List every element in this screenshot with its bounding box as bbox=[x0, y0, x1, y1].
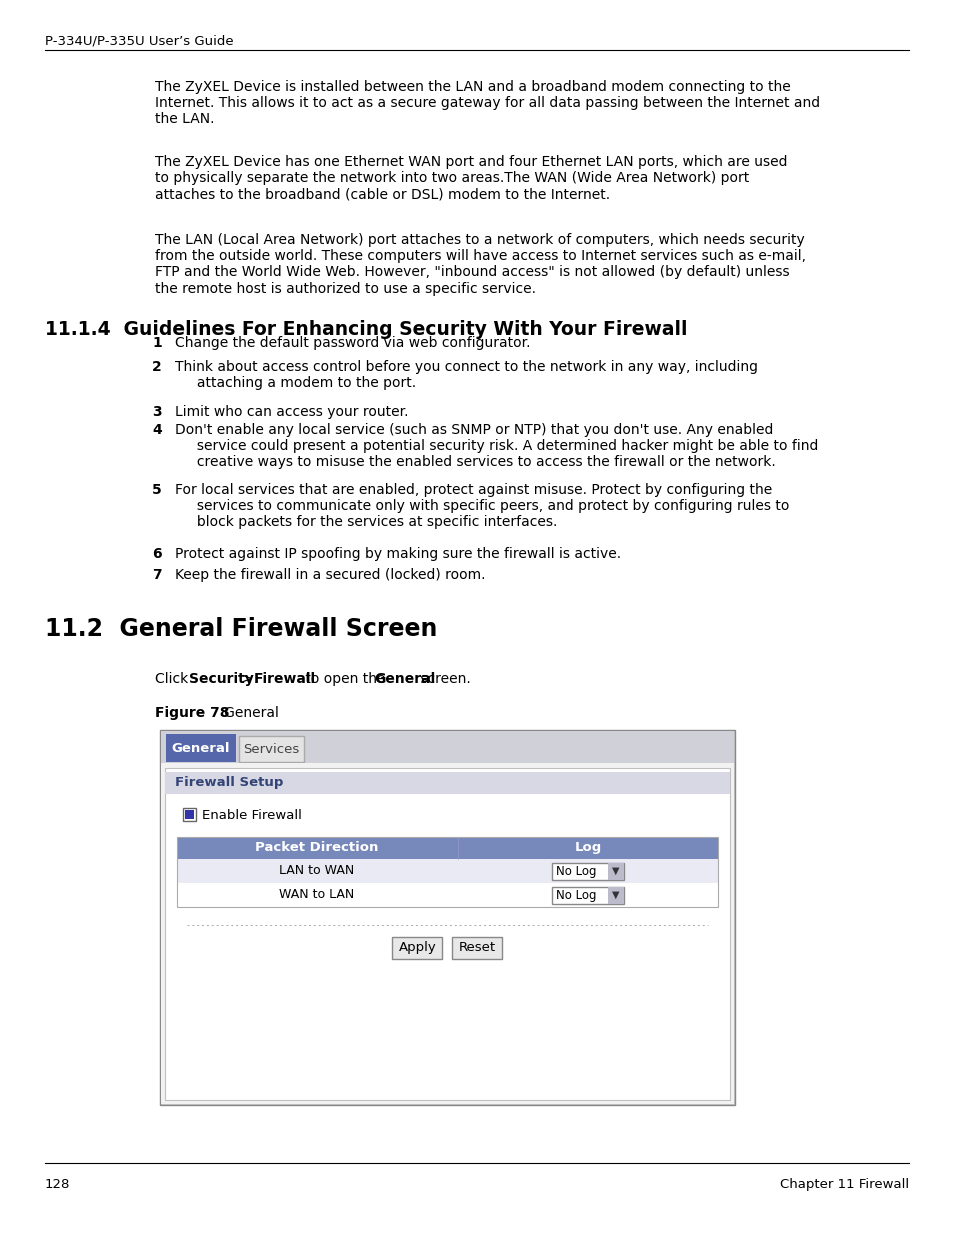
Bar bbox=[607, 863, 623, 881]
Text: LAN to WAN: LAN to WAN bbox=[279, 864, 355, 877]
Text: General: General bbox=[211, 706, 278, 720]
Text: Protect against IP spoofing by making sure the firewall is active.: Protect against IP spoofing by making su… bbox=[174, 547, 620, 561]
Text: No Log: No Log bbox=[556, 864, 596, 878]
Bar bbox=[161, 763, 733, 1104]
Bar bbox=[177, 860, 718, 883]
Bar bbox=[185, 810, 193, 819]
Text: Chapter 11 Firewall: Chapter 11 Firewall bbox=[779, 1178, 908, 1191]
Bar bbox=[161, 731, 733, 763]
Text: Reset: Reset bbox=[458, 941, 496, 953]
Bar bbox=[177, 883, 718, 906]
Text: The ZyXEL Device has one Ethernet WAN port and four Ethernet LAN ports, which ar: The ZyXEL Device has one Ethernet WAN po… bbox=[154, 156, 786, 201]
Text: For local services that are enabled, protect against misuse. Protect by configur: For local services that are enabled, pro… bbox=[174, 483, 788, 530]
Text: Enable Firewall: Enable Firewall bbox=[202, 809, 301, 823]
Bar bbox=[166, 734, 235, 762]
Text: screen.: screen. bbox=[416, 672, 471, 685]
Text: 6: 6 bbox=[152, 547, 161, 561]
Text: Keep the firewall in a secured (locked) room.: Keep the firewall in a secured (locked) … bbox=[174, 568, 485, 582]
Text: Packet Direction: Packet Direction bbox=[255, 841, 378, 853]
Text: Change the default password via web configurator.: Change the default password via web conf… bbox=[174, 336, 530, 350]
Bar bbox=[183, 808, 195, 821]
Text: WAN to LAN: WAN to LAN bbox=[279, 888, 355, 902]
Text: Services: Services bbox=[243, 743, 299, 756]
Text: Think about access control before you connect to the network in any way, includi: Think about access control before you co… bbox=[174, 359, 758, 390]
Text: General: General bbox=[374, 672, 435, 685]
Text: 2: 2 bbox=[152, 359, 162, 374]
Bar bbox=[552, 887, 623, 904]
Text: 11.1.4  Guidelines For Enhancing Security With Your Firewall: 11.1.4 Guidelines For Enhancing Security… bbox=[45, 320, 687, 338]
Bar bbox=[165, 772, 729, 794]
Bar bbox=[607, 887, 623, 904]
Text: 1: 1 bbox=[152, 336, 162, 350]
Text: Click: Click bbox=[154, 672, 193, 685]
Bar bbox=[177, 837, 718, 906]
Bar bbox=[160, 730, 734, 1105]
Text: The ZyXEL Device is installed between the LAN and a broadband modem connecting t: The ZyXEL Device is installed between th… bbox=[154, 80, 820, 126]
Bar bbox=[165, 768, 729, 1100]
Text: Firewall Setup: Firewall Setup bbox=[174, 776, 283, 789]
Text: ▼: ▼ bbox=[612, 866, 619, 876]
Bar bbox=[392, 937, 442, 960]
Bar bbox=[552, 863, 623, 881]
Text: to open the: to open the bbox=[301, 672, 390, 685]
Text: Security: Security bbox=[189, 672, 253, 685]
Text: 4: 4 bbox=[152, 424, 162, 437]
Text: Apply: Apply bbox=[398, 941, 436, 953]
Text: 128: 128 bbox=[45, 1178, 71, 1191]
Text: Don't enable any local service (such as SNMP or NTP) that you don't use. Any ena: Don't enable any local service (such as … bbox=[174, 424, 818, 469]
Text: P-334U/P-335U User’s Guide: P-334U/P-335U User’s Guide bbox=[45, 35, 233, 48]
Text: The LAN (Local Area Network) port attaches to a network of computers, which need: The LAN (Local Area Network) port attach… bbox=[154, 233, 805, 295]
Text: Limit who can access your router.: Limit who can access your router. bbox=[174, 405, 408, 419]
Text: >: > bbox=[236, 672, 256, 685]
Text: Firewall: Firewall bbox=[253, 672, 315, 685]
Text: No Log: No Log bbox=[556, 889, 596, 902]
Text: 11.2  General Firewall Screen: 11.2 General Firewall Screen bbox=[45, 618, 436, 641]
Text: Log: Log bbox=[574, 841, 601, 853]
Bar bbox=[239, 736, 304, 762]
Text: ▼: ▼ bbox=[612, 890, 619, 900]
Text: 5: 5 bbox=[152, 483, 162, 496]
Text: 3: 3 bbox=[152, 405, 161, 419]
Text: Figure 78: Figure 78 bbox=[154, 706, 230, 720]
Text: General: General bbox=[172, 742, 230, 755]
Bar bbox=[452, 937, 502, 960]
Bar bbox=[177, 837, 718, 860]
Text: 7: 7 bbox=[152, 568, 161, 582]
